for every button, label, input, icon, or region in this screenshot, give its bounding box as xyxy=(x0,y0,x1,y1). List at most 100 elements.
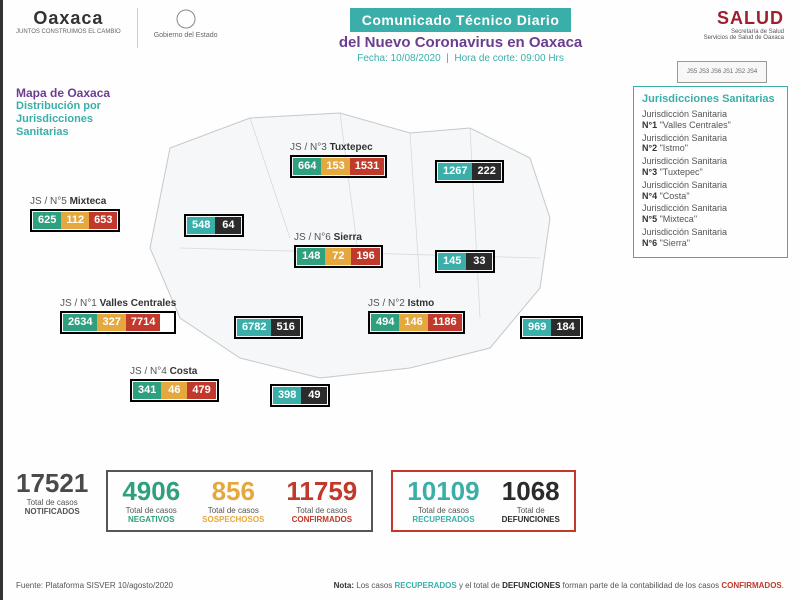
header: Oaxaca JUNTOS CONSTRUIMOS EL CAMBIO Gobi… xyxy=(0,0,800,68)
region-valles-outcome: 6782516 xyxy=(234,316,303,339)
mini-map: JS5 JS3 JS6 JS1 JS2 JS4 xyxy=(677,61,767,83)
region-chips-outcome: 6782516 xyxy=(234,316,303,339)
region-chips-main: 14872196 xyxy=(294,245,383,268)
chip-con: 1186 xyxy=(428,314,462,331)
chip-sus: 72 xyxy=(325,248,351,265)
chip-neg: 2634 xyxy=(63,314,97,331)
chip-sus: 153 xyxy=(321,158,349,175)
region-chips-outcome: 1267222 xyxy=(435,160,504,183)
subtitle: del Nuevo Coronavirus en Oaxaca xyxy=(228,34,694,51)
footer-note: Nota: Los casos RECUPERADOS y el total d… xyxy=(334,581,784,590)
chip-sus: 46 xyxy=(161,382,187,399)
logo-salud: SALUD Secretaría de Salud Servicios de S… xyxy=(704,8,784,41)
chip-neg: 625 xyxy=(33,212,61,229)
region-mixteca-outcome: 54864 xyxy=(184,214,244,237)
chip-neg: 494 xyxy=(371,314,399,331)
logo-oaxaca-text: Oaxaca xyxy=(33,8,103,29)
chip-rec: 548 xyxy=(187,217,215,234)
region-valles: JS / N°1 Valles Centrales 26343277714 xyxy=(60,298,176,334)
source-text: Fuente: Plataforma SISVER 10/agosto/2020 xyxy=(16,581,173,590)
footer: Fuente: Plataforma SISVER 10/agosto/2020… xyxy=(16,581,784,590)
total-defunciones: 1068 Total deDEFUNCIONES xyxy=(502,478,560,524)
region-title: JS / N°1 Valles Centrales xyxy=(60,298,176,309)
region-costa-outcome: 39849 xyxy=(270,384,330,407)
region-chips-main: 4941461186 xyxy=(368,311,465,334)
salud-sub2: Servicios de Salud de Oaxaca xyxy=(704,35,784,41)
legend-row: Jurisdicción SanitariaN°5 "Mixteca" xyxy=(642,203,779,225)
legend-title: Jurisdicciones Sanitarias xyxy=(642,93,779,105)
chip-con: 196 xyxy=(351,248,379,265)
totals-row: 17521 Total de casos NOTIFICADOS 4906 To… xyxy=(16,470,784,532)
chip-neg: 664 xyxy=(293,158,321,175)
region-chips-main: 6641531531 xyxy=(290,155,387,178)
region-title: JS / N°4 Costa xyxy=(130,366,219,377)
chip-def: 49 xyxy=(301,387,327,404)
chip-def: 516 xyxy=(271,319,299,336)
total-notif-num: 17521 xyxy=(16,470,88,496)
total-negativos: 4906 Total de casosNEGATIVOS xyxy=(122,478,180,524)
chip-rec: 398 xyxy=(273,387,301,404)
jurisdiction-legend: JS5 JS3 JS6 JS1 JS2 JS4 Jurisdicciones S… xyxy=(633,86,788,258)
dateline: Fecha: 10/08/2020 | Hora de corte: 09:00… xyxy=(228,53,694,64)
chip-rec: 145 xyxy=(438,253,466,270)
region-istmo-outcome: 969184 xyxy=(520,316,583,339)
main-map-area: Mapa de Oaxaca Distribución por Jurisdic… xyxy=(0,68,800,448)
chip-def: 33 xyxy=(466,253,492,270)
map-label-l2: Distribución por xyxy=(16,100,110,113)
region-tuxtepec-outcome: 1267222 xyxy=(435,160,504,183)
chip-def: 184 xyxy=(551,319,579,336)
logo-gobierno: Gobierno del Estado xyxy=(154,8,218,39)
region-costa: JS / N°4 Costa 34146479 xyxy=(130,366,219,402)
date-value: 10/08/2020 xyxy=(391,53,441,64)
chip-def: 222 xyxy=(472,163,500,180)
chip-neg: 341 xyxy=(133,382,161,399)
region-chips-main: 625112653 xyxy=(30,209,120,232)
totals-group-outcome: 10109 Total de casosRECUPERADOS 1068 Tot… xyxy=(391,470,576,532)
total-recuperados: 10109 Total de casosRECUPERADOS xyxy=(407,478,479,524)
legend-row: Jurisdicción SanitariaN°6 "Sierra" xyxy=(642,227,779,249)
total-confirmados: 11759 Total de casosCONFIRMADOS xyxy=(286,478,357,524)
region-chips-outcome: 14533 xyxy=(435,250,495,273)
region-chips-main: 34146479 xyxy=(130,379,219,402)
region-title: JS / N°3 Tuxtepec xyxy=(290,142,387,153)
legend-row: Jurisdicción SanitariaN°1 "Valles Centra… xyxy=(642,109,779,131)
shield-icon xyxy=(175,8,197,30)
title-block: Comunicado Técnico Diario del Nuevo Coro… xyxy=(228,8,694,64)
totals-group-main: 4906 Total de casosNEGATIVOS 856 Total d… xyxy=(106,470,373,532)
map-label: Mapa de Oaxaca Distribución por Jurisdic… xyxy=(16,86,110,140)
chip-con: 479 xyxy=(187,382,215,399)
total-notificados: 17521 Total de casos NOTIFICADOS xyxy=(16,470,88,532)
map-label-title: Mapa de Oaxaca xyxy=(16,86,110,100)
legend-row: Jurisdicción SanitariaN°4 "Costa" xyxy=(642,180,779,202)
region-title: JS / N°5 Mixteca xyxy=(30,196,120,207)
logo-oaxaca-tagline: JUNTOS CONSTRUIMOS EL CAMBIO xyxy=(16,29,121,35)
chip-neg: 148 xyxy=(297,248,325,265)
region-istmo: JS / N°2 Istmo 4941461186 xyxy=(368,298,465,334)
region-mixteca: JS / N°5 Mixteca 625112653 xyxy=(30,196,120,232)
region-sierra: JS / N°6 Sierra 14872196 xyxy=(294,232,383,268)
region-title: JS / N°6 Sierra xyxy=(294,232,383,243)
chip-def: 64 xyxy=(215,217,241,234)
map-label-l3: Jurisdicciones xyxy=(16,113,110,126)
time-label: Hora de corte: xyxy=(454,53,517,64)
region-title: JS / N°2 Istmo xyxy=(368,298,465,309)
chip-rec: 6782 xyxy=(237,319,271,336)
region-chips-outcome: 39849 xyxy=(270,384,330,407)
time-value: 09:00 Hrs xyxy=(521,53,564,64)
logo-oaxaca: Oaxaca JUNTOS CONSTRUIMOS EL CAMBIO xyxy=(16,8,121,35)
chip-con: 653 xyxy=(89,212,117,229)
region-tuxtepec: JS / N°3 Tuxtepec 6641531531 xyxy=(290,142,387,178)
total-notif-lbl: Total de casos NOTIFICADOS xyxy=(16,498,88,516)
chip-rec: 1267 xyxy=(438,163,472,180)
chip-con: 1531 xyxy=(350,158,384,175)
legend-row: Jurisdicción SanitariaN°3 "Tuxtepec" xyxy=(642,156,779,178)
chip-con: 7714 xyxy=(126,314,160,331)
legend-row: Jurisdicción SanitariaN°2 "Istmo" xyxy=(642,133,779,155)
page-title: Comunicado Técnico Diario xyxy=(350,8,572,32)
salud-text: SALUD xyxy=(704,8,784,29)
region-chips-main: 26343277714 xyxy=(60,311,176,334)
chip-sus: 327 xyxy=(97,314,125,331)
region-chips-outcome: 54864 xyxy=(184,214,244,237)
region-sierra-outcome: 14533 xyxy=(435,250,495,273)
chip-rec: 969 xyxy=(523,319,551,336)
